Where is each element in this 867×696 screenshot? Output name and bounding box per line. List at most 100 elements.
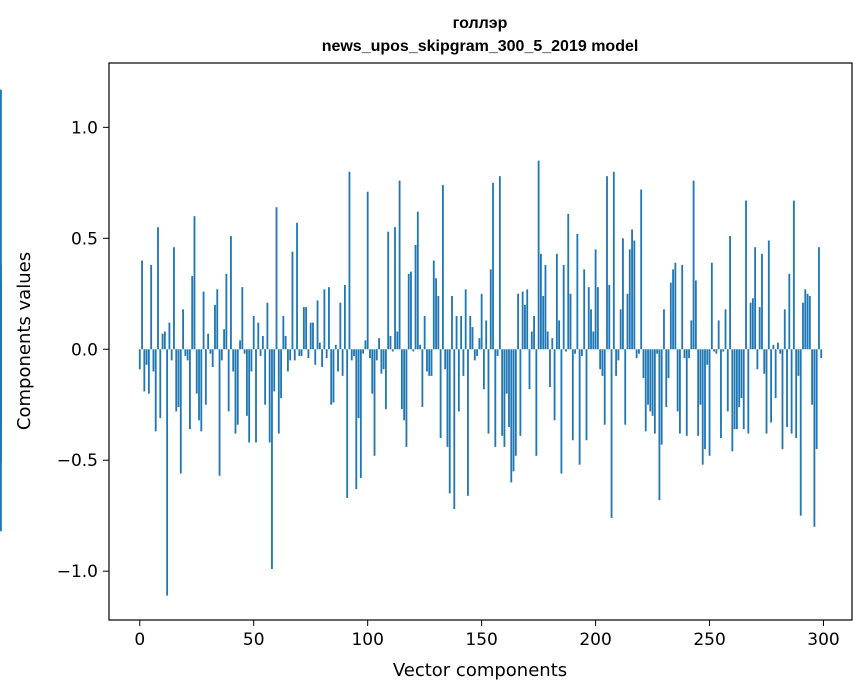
bar-113 — [396, 331, 399, 350]
bar-235 — [674, 262, 677, 350]
bar-71 — [300, 349, 303, 356]
bar-291 — [802, 302, 804, 350]
bar-233 — [669, 282, 672, 350]
bar-133 — [441, 185, 444, 350]
bar-0 — [138, 349, 141, 370]
bar-246 — [699, 349, 702, 405]
y-axis-label: Components values — [14, 252, 35, 430]
bar-272 — [758, 307, 761, 350]
bar-210 — [617, 349, 620, 361]
bar-91 — [346, 349, 349, 498]
bar-76 — [312, 322, 314, 350]
bar-119 — [410, 271, 412, 350]
bar-183 — [555, 253, 558, 350]
bar-190 — [571, 349, 574, 441]
bar-108 — [385, 349, 387, 410]
bar-247 — [701, 349, 704, 465]
bar-290 — [799, 349, 802, 516]
bar-222 — [644, 349, 647, 432]
bar-111 — [391, 349, 394, 352]
bar-51 — [255, 349, 257, 443]
bar-59 — [273, 349, 276, 392]
bar-189 — [569, 293, 572, 350]
bar-75 — [309, 322, 312, 350]
bar-47 — [245, 349, 248, 416]
bar-167 — [519, 349, 522, 436]
bar-138 — [453, 349, 456, 510]
bar-31 — [209, 349, 212, 354]
bar-280 — [777, 342, 779, 350]
bar-130 — [435, 278, 437, 350]
bar-49 — [250, 349, 253, 372]
bar-266 — [745, 200, 747, 350]
bar-124 — [421, 349, 424, 407]
bar-5 — [150, 264, 153, 350]
bar-269 — [751, 298, 754, 350]
bar-9 — [159, 349, 162, 419]
bar-37 — [223, 329, 225, 350]
bar-217 — [633, 240, 636, 350]
bar-158 — [498, 176, 501, 350]
bar-125 — [423, 315, 426, 350]
bar-48 — [248, 349, 251, 443]
bar-225 — [651, 349, 654, 416]
bar-1 — [141, 260, 143, 350]
chart-subtitle: news_upos_skipgram_300_5_2019 model — [322, 38, 639, 55]
bar-2 — [143, 349, 146, 392]
bar-253 — [715, 349, 718, 354]
bar-284 — [786, 349, 788, 427]
bar-26 — [198, 349, 200, 421]
bar-39 — [227, 349, 230, 412]
bar-62 — [280, 349, 282, 399]
bar-239 — [683, 349, 686, 359]
bar-17 — [177, 349, 180, 407]
y-tick-label: −1.0 — [57, 562, 98, 582]
bar-212 — [622, 238, 624, 350]
bar-20 — [184, 349, 187, 356]
bar-198 — [590, 309, 592, 350]
x-axis-label: Vector components — [393, 660, 567, 681]
bar-191 — [574, 349, 576, 354]
x-tick-label: 200 — [579, 630, 611, 650]
bar-293 — [806, 293, 809, 350]
chart-title: голлэр — [453, 15, 508, 32]
bar-227 — [656, 349, 659, 354]
bar-278 — [772, 344, 775, 350]
bar-268 — [749, 302, 752, 350]
bar-260 — [731, 349, 734, 452]
bar-182 — [553, 349, 556, 421]
bar-24 — [193, 216, 196, 350]
bar-286 — [790, 349, 793, 434]
bar-243 — [692, 180, 695, 350]
bar-82 — [325, 349, 328, 359]
bar-203 — [601, 349, 604, 376]
bar-28 — [202, 291, 205, 350]
bar-18 — [179, 349, 182, 474]
bar-258 — [726, 349, 729, 412]
bar-197 — [587, 287, 590, 350]
bar-139 — [455, 315, 458, 350]
bar-172 — [530, 331, 533, 350]
bar-161 — [505, 349, 508, 394]
bar-154 — [489, 269, 492, 350]
bar-157 — [496, 349, 499, 356]
bar-undefined — [0, 349, 2, 456]
bar-123 — [419, 344, 422, 350]
bar-218 — [635, 349, 638, 359]
bar-86 — [334, 344, 337, 350]
bar-192 — [576, 233, 579, 350]
bar-232 — [667, 349, 670, 379]
x-tick-label: 250 — [693, 630, 725, 650]
bar-68 — [293, 349, 296, 361]
bar-41 — [232, 349, 235, 372]
bar-93 — [350, 349, 353, 361]
bar-213 — [624, 349, 627, 425]
bar-7 — [154, 349, 157, 432]
bar-211 — [619, 309, 622, 350]
bar-57 — [268, 349, 271, 443]
bar-292 — [804, 289, 807, 350]
bar-150 — [480, 293, 483, 350]
bar-32 — [211, 349, 214, 368]
bar-185 — [560, 349, 563, 474]
